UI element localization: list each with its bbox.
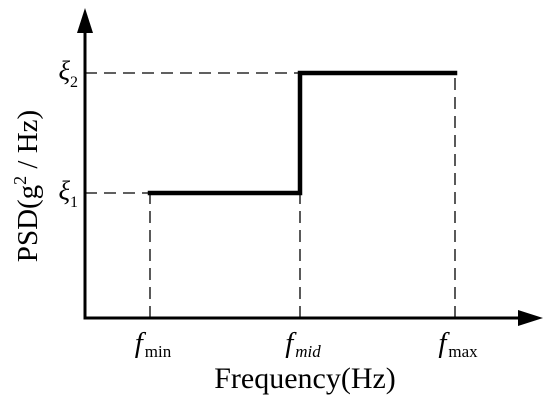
x-tick-label: f max xyxy=(438,327,478,361)
x-tick-label: f min xyxy=(135,327,172,361)
y-tick-label-subscript: 2 xyxy=(70,74,78,91)
x-tick-label: f mid xyxy=(285,327,321,361)
y-tick-label-subscript: 1 xyxy=(70,194,78,211)
y-tick-label: ξ1 xyxy=(58,176,78,211)
x-tick-label-subscript: mid xyxy=(295,342,321,361)
x-tick-label-subscript: min xyxy=(145,342,172,361)
x-tick-labels-group: f min f mid f max xyxy=(135,327,478,361)
y-axis-label-superscript: 2 xyxy=(10,176,30,185)
y-tick-label-symbol: ξ xyxy=(58,56,70,86)
x-axis-label: Frequency(Hz) xyxy=(214,362,396,395)
y-axis-label-main: PSD(g xyxy=(12,185,44,262)
y-tick-label: ξ2 xyxy=(58,56,78,91)
y-axis-label-tail: / Hz) xyxy=(12,110,44,176)
x-axis-arrow xyxy=(518,310,543,326)
y-axis-arrow xyxy=(77,8,93,33)
guide-lines-group xyxy=(85,72,456,318)
y-tick-label-symbol: ξ xyxy=(58,176,70,206)
x-tick-label-subscript: max xyxy=(448,342,478,361)
y-axis-label: PSD(g2 / Hz) xyxy=(10,110,44,262)
series-marks-group xyxy=(147,70,458,196)
psd-step-line xyxy=(147,70,458,196)
